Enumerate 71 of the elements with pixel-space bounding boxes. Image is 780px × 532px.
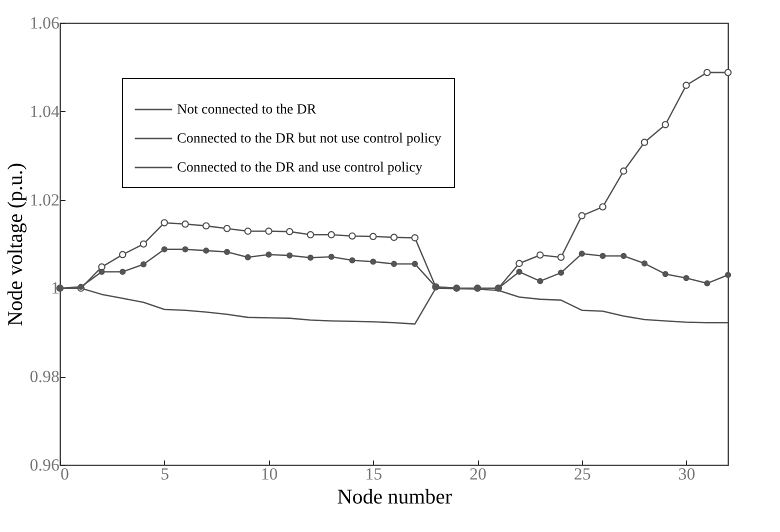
y-tick-label: 1.04 [30,102,60,121]
point [328,254,334,260]
point [411,234,419,242]
point [265,228,272,235]
legend-label: Connected to the DR but not use control policy [177,132,442,146]
point [286,252,293,259]
point [557,254,565,261]
x-tick-label: 5 [160,464,170,484]
y-tick-label: 1 [51,278,60,298]
legend-label: Connected to the DR and use control policy [177,160,422,176]
x-axis-title: Node number [337,484,452,508]
point [307,254,314,261]
point [390,260,398,267]
y-tick-label: 1.06 [30,14,60,32]
point [578,250,585,257]
point [369,232,377,240]
legend-label: Not connected to the DR [177,102,317,118]
point [203,248,210,254]
point [140,261,147,268]
point [683,274,690,282]
point [620,167,628,175]
point [682,82,690,89]
x-tick-label: 25 [574,464,591,484]
y-tick-label: 1.02 [30,190,60,210]
point [662,270,668,278]
point [160,219,168,226]
point [704,280,710,286]
point [412,260,418,267]
point [202,222,210,230]
y-axis-title: Node voltage (p.u.) [2,162,27,326]
x-tick-label: 20 [470,464,486,484]
x-tick-label: 10 [260,464,278,484]
point [182,246,188,252]
point [223,224,231,232]
point [662,120,670,128]
x-tick-label: 0 [60,464,69,484]
point [640,138,648,146]
point [537,278,544,284]
point [724,68,732,76]
point [516,260,523,268]
point [599,203,606,211]
point [641,260,648,267]
point [558,270,564,276]
point [120,268,126,275]
point [98,268,105,275]
x-tick-label: 30 [678,464,696,484]
point [224,248,230,256]
point [620,252,627,260]
point [370,258,376,265]
point [724,272,732,278]
point [349,257,356,264]
point [328,231,336,238]
point [118,250,126,258]
point [161,246,168,252]
point [244,254,251,260]
point [306,231,314,238]
point [516,268,522,275]
point [600,252,606,260]
point [182,220,189,228]
point [266,252,272,258]
point [348,232,356,240]
point [286,228,294,236]
x-tick-label: 15 [365,464,382,484]
point [390,234,398,242]
point [578,212,586,220]
point [244,228,252,235]
point [703,68,711,76]
y-tick-label: 0.96 [30,456,60,474]
y-tick-label: 0.98 [30,367,60,386]
point [536,251,544,259]
point [140,240,148,248]
